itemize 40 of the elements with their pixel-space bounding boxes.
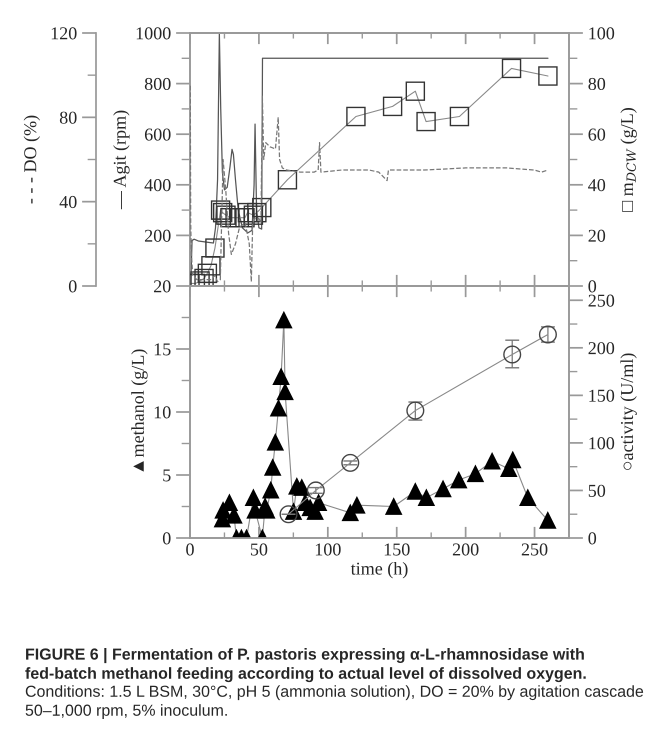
y-tick-label: 0: [162, 532, 171, 544]
x-tick-label: 150: [384, 543, 410, 556]
y-tick-label: 200: [144, 230, 171, 242]
y-tick-label: 1000: [136, 27, 171, 40]
caption: FIGURE 6 | Fermentation of P. pastoris expressing α-L-rhamnosidase with fed-batch methanol feeding according to actual level of dissolved oxygen.: [25, 648, 586, 682]
y3-tick-label: 0: [68, 280, 77, 292]
y2-tick-label: 0: [588, 280, 596, 292]
y2-axis-title: ○activity (U/ml): [620, 353, 637, 470]
y2-tick-label: 20: [588, 230, 606, 242]
y3-tick-label: 80: [60, 112, 77, 124]
y-tick-label: 10: [154, 406, 171, 418]
x-tick-label: 0: [186, 543, 194, 556]
y2-tick-label: 100: [589, 27, 614, 40]
y-tick-label: 20: [154, 280, 171, 292]
y2-tick-label: 50: [588, 484, 606, 497]
y2-tick-label: 150: [589, 390, 614, 402]
y-tick-label: 15: [154, 343, 171, 356]
y-tick-label: 400: [144, 179, 171, 192]
y-tick-label: 800: [144, 78, 171, 90]
y-tick-label: 5: [163, 469, 171, 482]
x-axis-title: time (h): [350, 562, 408, 578]
y2-tick-label: 40: [588, 179, 606, 192]
y2-tick-label: 0: [588, 532, 596, 544]
y2-axis-title: □ m$_{DCW}$ (g/L): [620, 108, 637, 212]
y3-tick-label: 40: [60, 196, 77, 208]
y2-tick-label: 250: [588, 294, 614, 307]
y-axis-title: ▲methanol (g/L): [131, 349, 148, 472]
text: Conditions: 1.5 L BSM, 30°C, pH 5 (ammonia solution), DO = 20% by agitation cascade 50–1,000 rpm, 5% inoculum.: [26, 685, 644, 720]
y-axis-title: — Agit (rpm): [113, 110, 130, 210]
x-tick-label: 50: [250, 543, 268, 556]
x-tick-label: 200: [452, 543, 478, 556]
y-tick-label: 600: [144, 128, 171, 141]
x-tick-label: 250: [522, 543, 548, 556]
y2-tick-label: 200: [588, 342, 614, 354]
y2-tick-label: 60: [588, 128, 606, 141]
y3-tick-label: 120: [52, 27, 77, 40]
y3-axis-title: - - - DO (%): [24, 116, 40, 204]
x-tick-label: 100: [316, 543, 341, 556]
y2-tick-label: 80: [588, 78, 606, 90]
y2-tick-label: 100: [589, 437, 614, 450]
